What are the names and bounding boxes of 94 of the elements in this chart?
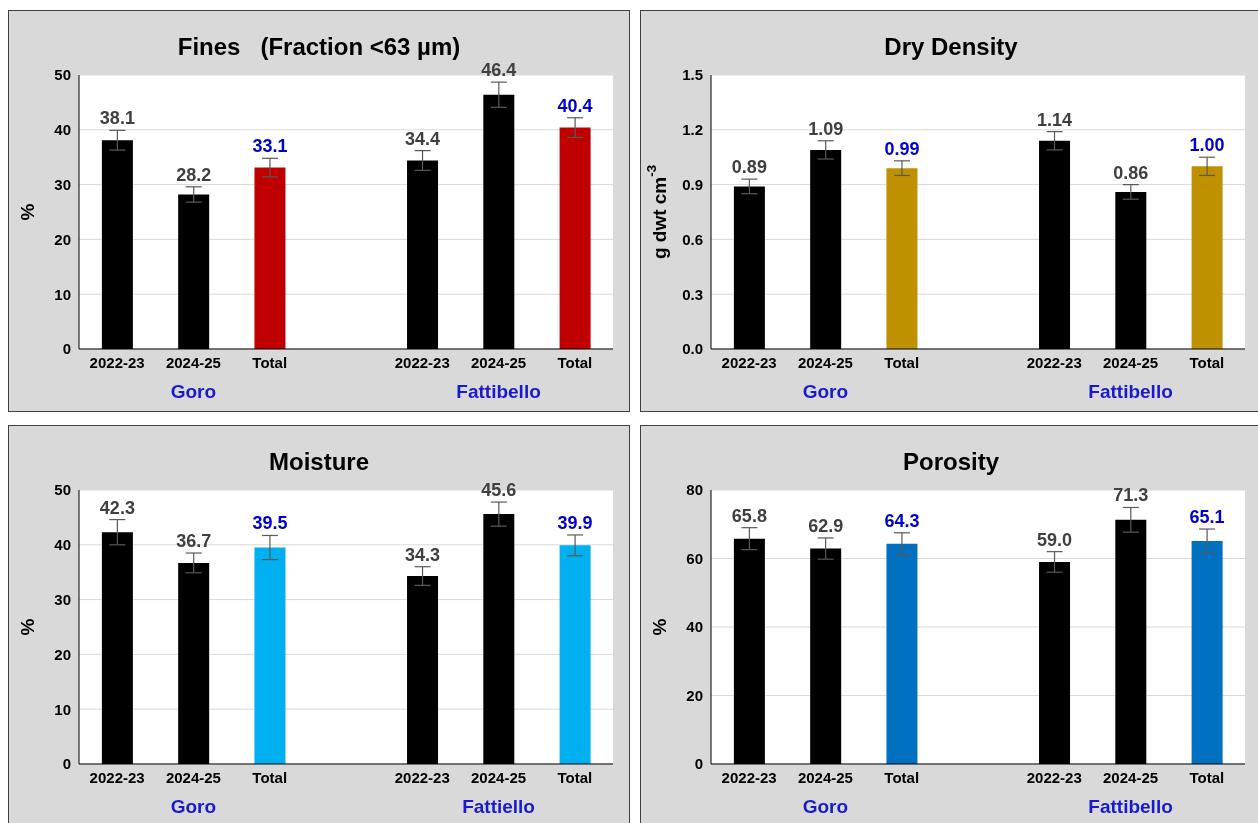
x-tick-label: Total [252, 768, 288, 786]
bar [254, 547, 286, 764]
y-axis-title: % [648, 618, 670, 636]
text: Fattibello [1087, 796, 1174, 818]
x-tick-label: 2024-25 [797, 353, 853, 371]
data-label: 59.0 [1037, 529, 1073, 550]
bar [886, 168, 918, 349]
y-tick-label: 20 [686, 686, 703, 704]
x-tick-label: 2022-23 [1026, 353, 1082, 371]
chart-title: Moisture [268, 448, 370, 477]
data-label: 1.00 [1189, 135, 1225, 156]
data-label: 42.3 [99, 497, 135, 518]
y-tick-label: 40 [54, 121, 71, 139]
data-label: 34.3 [405, 544, 441, 565]
x-tick-label: 2024-25 [471, 353, 527, 371]
x-tick-label: Total [1189, 353, 1225, 371]
data-label: 62.9 [808, 515, 844, 536]
x-tick-label: Total [1189, 768, 1225, 786]
x-tick-label: Total [557, 353, 593, 371]
y-tick-label: 30 [54, 175, 71, 193]
data-label: 1.09 [808, 118, 844, 139]
y-tick-label: 0.9 [682, 175, 703, 193]
y-tick-label: 80 [686, 481, 703, 499]
text: Fattibello [1087, 381, 1174, 403]
y-tick-label: 30 [54, 590, 71, 608]
text: Goro [169, 381, 218, 403]
y-tick-label: 60 [686, 549, 703, 567]
data-label: 46.4 [481, 60, 517, 81]
y-tick-label: 0.3 [682, 285, 703, 303]
y-tick-label: 1.5 [682, 66, 703, 84]
data-label: 36.7 [176, 531, 212, 552]
data-label: 65.1 [1189, 507, 1225, 528]
bar [886, 543, 918, 764]
y-tick-label: 0.6 [682, 230, 703, 248]
y-tick-label: 1.2 [682, 121, 703, 139]
bar [559, 127, 591, 349]
y-tick-label: 10 [54, 700, 71, 718]
x-tick-label: 2024-25 [1103, 353, 1159, 371]
text: Goro [169, 796, 218, 818]
x-tick-label: 2022-23 [394, 353, 450, 371]
data-label: 33.1 [252, 136, 288, 157]
y-tick-label: 50 [54, 66, 71, 84]
x-tick-label: Total [884, 768, 920, 786]
data-label: 0.99 [884, 138, 920, 159]
data-label: 0.89 [731, 157, 767, 178]
bar [1191, 541, 1223, 764]
x-tick-label: 2024-25 [471, 768, 527, 786]
y-axis-title: % [16, 203, 38, 221]
bar [254, 167, 286, 349]
x-tick-label: 2024-25 [165, 768, 221, 786]
data-label: 45.6 [481, 480, 517, 501]
y-tick-label: 0.0 [682, 340, 703, 358]
data-label: 34.4 [405, 128, 441, 149]
text: Fattibello [455, 381, 542, 403]
text: Goro [801, 381, 850, 403]
x-tick-label: 2024-25 [165, 353, 221, 371]
y-tick-label: 50 [54, 481, 71, 499]
x-tick-label: 2022-23 [1026, 768, 1082, 786]
data-label: 39.9 [557, 512, 593, 533]
data-label: 1.14 [1037, 109, 1073, 130]
y-tick-label: 0 [694, 755, 703, 773]
x-tick-label: Total [252, 353, 288, 371]
x-tick-label: 2022-23 [89, 353, 145, 371]
data-label: 71.3 [1113, 485, 1149, 506]
x-tick-label: 2022-23 [394, 768, 450, 786]
chart-title: Porosity [902, 448, 1000, 477]
data-label: 40.4 [557, 95, 593, 116]
y-tick-label: 0 [62, 340, 71, 358]
x-tick-label: 2022-23 [89, 768, 145, 786]
y-tick-label: 40 [54, 536, 71, 554]
bar [559, 545, 591, 764]
bar [1191, 166, 1223, 349]
y-tick-label: 20 [54, 645, 71, 663]
data-label: 28.2 [176, 164, 212, 185]
x-tick-label: Total [884, 353, 920, 371]
y-tick-label: 20 [54, 230, 71, 248]
x-tick-label: 2022-23 [721, 768, 777, 786]
chart-title: Dry Density [883, 33, 1019, 62]
x-tick-label: 2024-25 [1103, 768, 1159, 786]
y-tick-label: 40 [686, 618, 703, 636]
chart-title: Fines (Fraction <63 µm) [177, 33, 461, 60]
text: Goro [801, 796, 850, 818]
data-label: 0.86 [1113, 162, 1149, 183]
y-tick-label: 0 [62, 755, 71, 773]
y-tick-label: 10 [54, 285, 71, 303]
data-label: 65.8 [731, 505, 767, 526]
x-tick-label: 2022-23 [721, 353, 777, 371]
data-label: 39.5 [252, 513, 288, 534]
text: Fattiello [461, 796, 536, 818]
y-axis-title: % [16, 618, 38, 636]
x-tick-label: Total [557, 768, 593, 786]
data-label: 64.3 [884, 510, 920, 531]
data-label: 38.1 [99, 108, 135, 129]
x-tick-label: 2024-25 [797, 768, 853, 786]
